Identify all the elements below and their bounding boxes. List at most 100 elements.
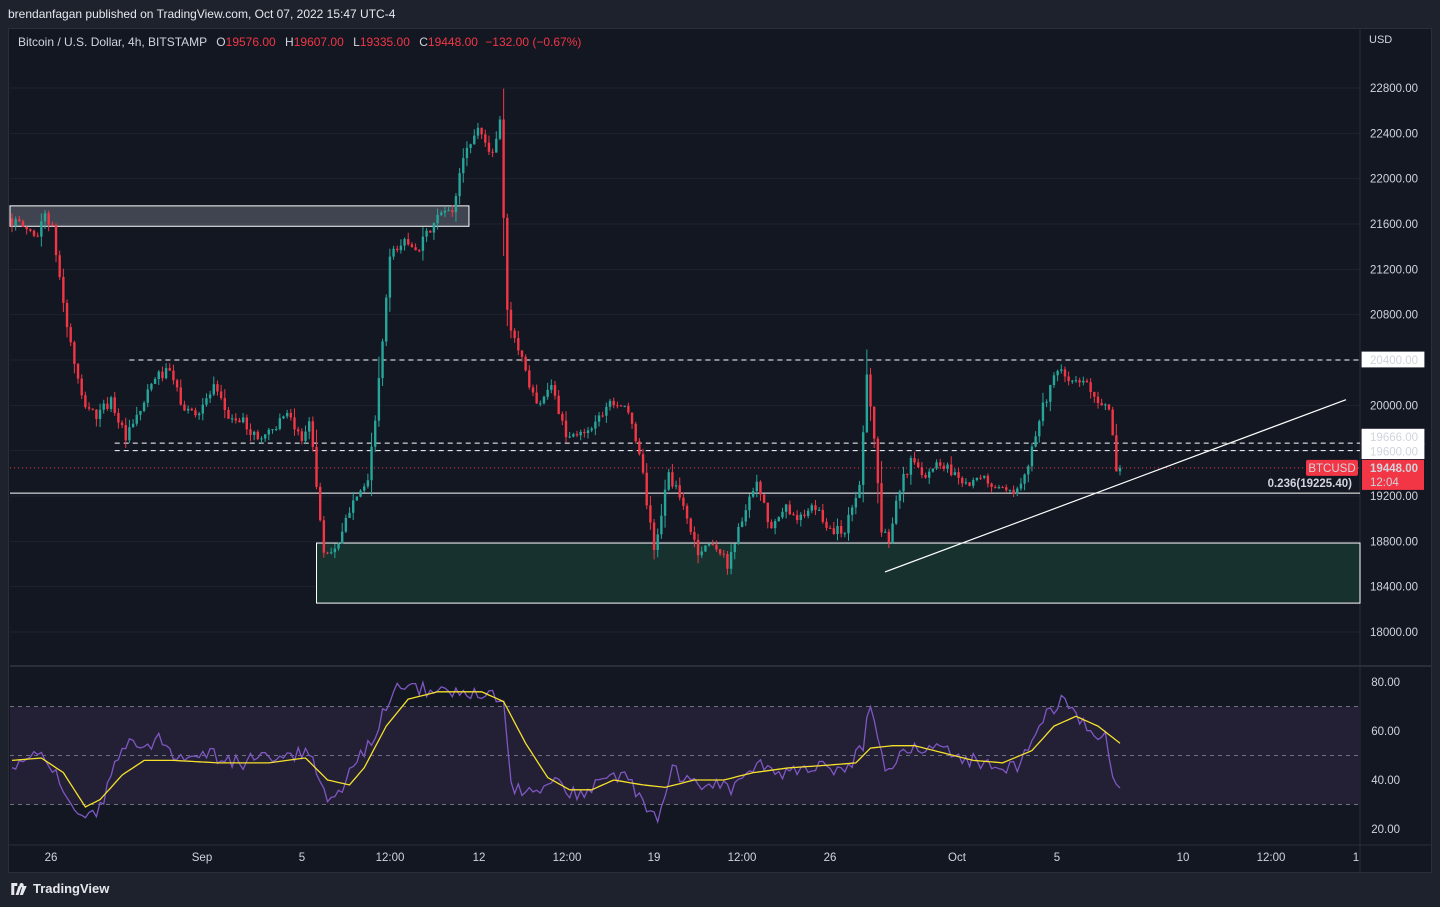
candle-down [396, 248, 399, 251]
candle-up [539, 403, 542, 405]
candle-down [517, 338, 520, 351]
levels-layer [10, 359, 1360, 494]
candle-down [175, 380, 179, 388]
price-axis-tick: 22800.00 [1370, 83, 1418, 95]
rsi-axis-tick: 60.00 [1371, 726, 1400, 738]
candle-up [465, 147, 469, 159]
rsi-line[interactable] [11, 679, 1121, 825]
candle-down [106, 403, 109, 409]
candle-up [891, 523, 894, 543]
candle-up [150, 383, 153, 390]
axes-layer: 22800.00 22400.00 22000.00 21600.00 21200.00… [45, 83, 1425, 864]
candle-down [564, 420, 568, 438]
trendline[interactable] [884, 399, 1347, 573]
candle-up [1074, 380, 1078, 382]
candle-down [300, 431, 304, 441]
candle-down [1012, 489, 1015, 494]
price-axis-tick: 20800.00 [1370, 310, 1418, 322]
candle-down [979, 477, 982, 479]
tradingview-brand[interactable]: TradingView [9, 881, 109, 896]
candle-up [285, 412, 289, 417]
candle-down [124, 425, 127, 441]
candle-up [14, 219, 17, 226]
candle-up [263, 434, 267, 439]
candle-down [491, 151, 494, 153]
time-axis-label: 12:00 [1257, 852, 1286, 864]
candle-down [234, 418, 238, 421]
legend-symbol[interactable]: Bitcoin / U.S. Dollar, 4h, BITSTAMP [18, 35, 207, 49]
symbol-tag: BTCUSD [1308, 463, 1355, 475]
legend-close: 19448.00 [427, 35, 478, 49]
candle-up [469, 144, 472, 148]
candle-up [392, 248, 395, 257]
candle-up [1038, 421, 1041, 437]
candle-down [1115, 435, 1118, 472]
symbol-tag-box [1306, 459, 1358, 476]
candle-down [726, 554, 729, 569]
candle-up [931, 468, 935, 472]
candle-up [1030, 446, 1034, 467]
candle-down [561, 413, 564, 421]
candle-down [839, 525, 843, 534]
candle-up [403, 239, 406, 246]
candle-down [722, 553, 725, 555]
rsi-axis-tick: 40.00 [1371, 775, 1400, 787]
candle-up [498, 119, 502, 139]
candle-down [36, 235, 39, 237]
candle-down [32, 230, 36, 236]
candle-down [1111, 409, 1114, 436]
demand-zone[interactable] [316, 542, 1361, 604]
candle-down [509, 309, 513, 331]
currency-label[interactable]: USD [1369, 34, 1393, 46]
supply-zone[interactable] [9, 205, 470, 227]
candle-down [318, 486, 322, 521]
candle-up [1041, 402, 1045, 422]
rsi-axis-tick: 80.00 [1371, 677, 1400, 689]
rsi-ma-line[interactable] [11, 691, 1121, 808]
time-axis-label: 10 [1177, 852, 1190, 864]
candle-up [146, 389, 149, 403]
last-price-box [1362, 459, 1424, 490]
candle-up [854, 497, 858, 508]
candle-up [1027, 466, 1030, 475]
candle-down [293, 417, 296, 430]
candle-up [340, 531, 344, 544]
candle-down [161, 371, 164, 379]
candle-down [641, 454, 645, 473]
candle-down [69, 327, 72, 343]
candle-up [495, 138, 498, 153]
candle-down [715, 544, 718, 550]
candle-up [421, 236, 425, 251]
candle-down [627, 405, 630, 413]
time-axis-label: Oct [948, 852, 967, 864]
candle-down [682, 497, 685, 506]
candle-up [594, 421, 597, 429]
candle-down [87, 407, 91, 409]
time-axis-label: 26 [45, 852, 58, 864]
candle-down [1100, 403, 1103, 406]
legend-high: 19607.00 [293, 35, 344, 49]
candle-up [704, 545, 707, 552]
candle-up [546, 389, 549, 397]
candle-down [227, 409, 230, 419]
candle-up [271, 429, 274, 431]
candle-down [113, 397, 116, 413]
candle-down [634, 423, 637, 442]
candle-down [54, 225, 58, 256]
candle-down [803, 514, 806, 516]
legend-low-key: L [353, 35, 360, 49]
candle-up [751, 491, 755, 497]
price-axis-tick: 19200.00 [1370, 491, 1418, 503]
candle-down [645, 472, 648, 506]
candle-up [436, 214, 439, 224]
candle-up [348, 512, 351, 518]
rsi-axis-tick: 20.00 [1371, 824, 1400, 836]
candle-down [990, 483, 993, 488]
candle-down [557, 395, 560, 414]
legend-open: 19576.00 [225, 35, 276, 49]
candle-down [311, 421, 315, 447]
candle-down [869, 374, 872, 407]
candle-up [894, 500, 898, 524]
level-20400-label-box [1361, 351, 1425, 368]
